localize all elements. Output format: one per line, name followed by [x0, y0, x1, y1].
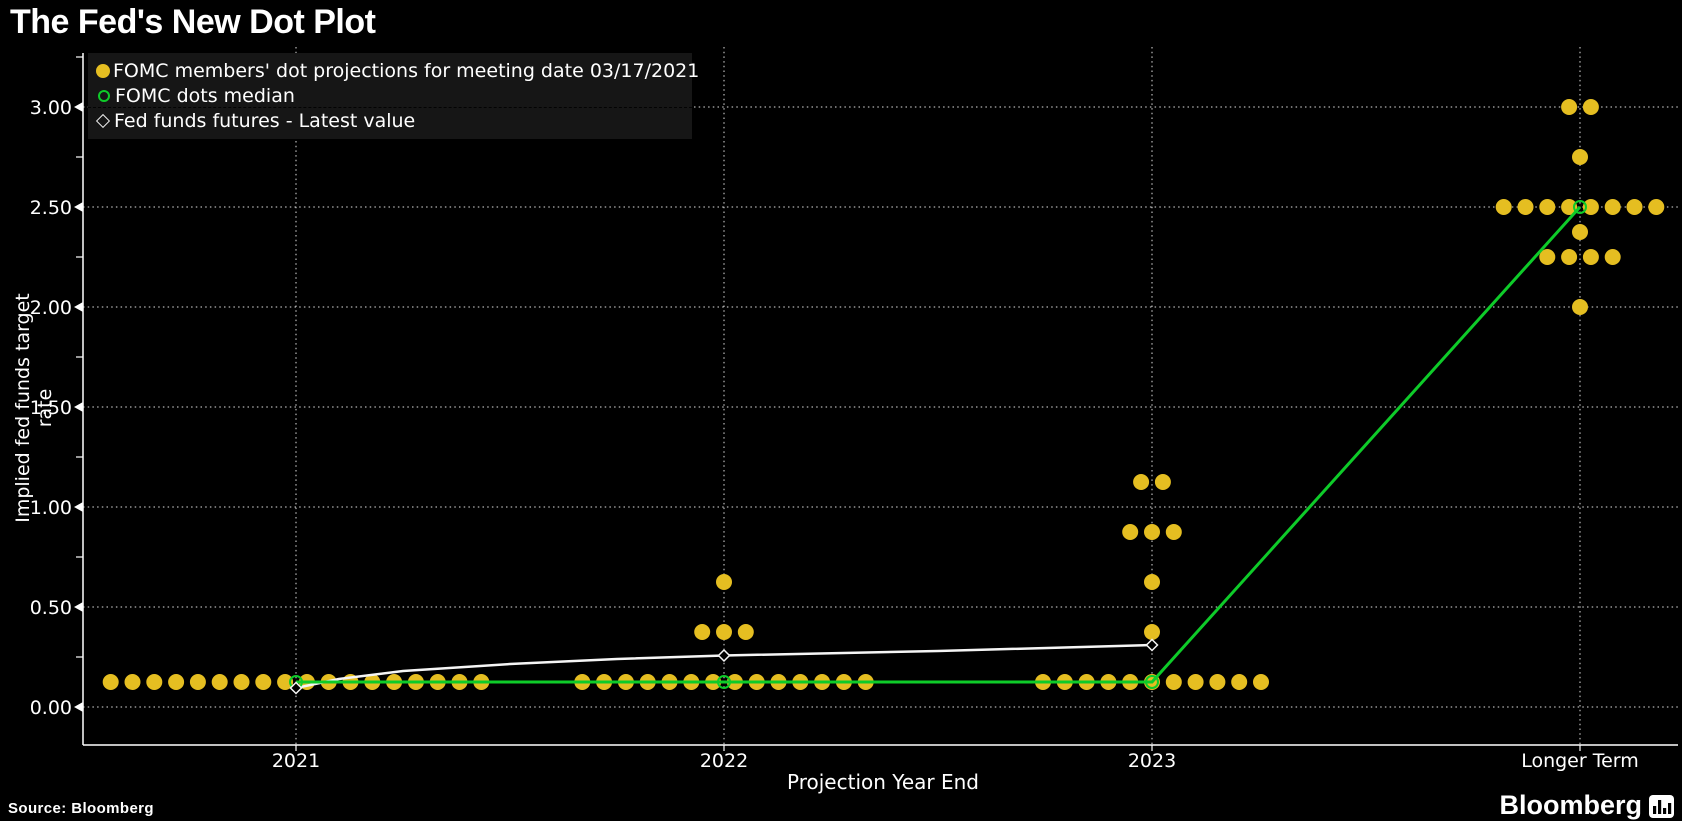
- fomc-dot: [1561, 249, 1578, 265]
- y-tick-label: 2.00: [30, 297, 72, 319]
- fomc-dot: [1582, 249, 1599, 265]
- futures-line: [295, 643, 1153, 690]
- fomc-dot: [1648, 199, 1665, 215]
- fomc-dot: [211, 674, 228, 690]
- y-tick-label: 1.00: [30, 497, 72, 519]
- y-tick-label: 2.50: [30, 197, 72, 219]
- y-tick-label: 0.50: [30, 597, 72, 619]
- gridline-over-legend: [88, 107, 692, 108]
- fomc-dot: [1572, 224, 1588, 240]
- open-circle-icon: [98, 89, 110, 102]
- legend-item-label: FOMC members' dot projections for meetin…: [113, 59, 700, 82]
- fomc-dot: [1626, 199, 1643, 215]
- x-tick-label: Longer Term: [1521, 750, 1639, 772]
- fomc-dot: [1604, 249, 1621, 265]
- median-line: [296, 205, 1582, 684]
- legend-item-dots: FOMC members' dot projections for meetin…: [96, 58, 699, 83]
- fomc-dot: [124, 674, 141, 690]
- y-tick-arrow: [74, 602, 83, 612]
- fomc-dot: [255, 674, 272, 690]
- bloomberg-logo: Bloomberg: [1499, 790, 1674, 821]
- y-tick-label: 0.00: [30, 697, 72, 719]
- futures-marker: [717, 648, 731, 663]
- legend-item-median: FOMC dots median: [96, 83, 692, 108]
- fomc-dot: [1604, 199, 1621, 215]
- fomc-dot: [716, 574, 732, 590]
- y-tick-arrow: [74, 402, 83, 412]
- fomc-dot: [1572, 149, 1588, 165]
- futures-marker: [1145, 638, 1159, 652]
- fomc-dot: [1165, 674, 1182, 690]
- x-tick-label: 2021: [272, 750, 320, 772]
- fomc-dot: [1231, 674, 1248, 690]
- fomc-dot: [1539, 249, 1556, 265]
- fomc-dot: [189, 674, 206, 690]
- legend-item-futures: Fed funds futures - Latest value: [95, 108, 692, 133]
- fomc-dot: [1517, 199, 1534, 215]
- bloomberg-wordmark: Bloomberg: [1499, 790, 1642, 820]
- y-tick-arrow: [74, 202, 83, 212]
- bar-chart-icon: [1649, 795, 1674, 818]
- fomc-dot: [1133, 474, 1150, 490]
- fomc-dot: [1539, 199, 1556, 215]
- fomc-dot: [1582, 199, 1599, 215]
- fomc-dot: [737, 624, 754, 640]
- y-tick-arrow: [74, 502, 83, 512]
- y-tick-label: 1.50: [30, 397, 72, 419]
- fomc-dot: [1144, 624, 1160, 640]
- x-tick-label: 2022: [700, 750, 748, 772]
- y-tick-arrow: [74, 302, 83, 312]
- fomc-dot: [277, 674, 294, 690]
- median-marker: [1145, 675, 1159, 689]
- fomc-dot: [1561, 199, 1578, 215]
- median-marker: [717, 675, 731, 689]
- y-tick-arrow: [74, 702, 83, 712]
- fomc-dot: [168, 674, 185, 690]
- fomc-dot: [694, 624, 711, 640]
- fomc-dot: [1154, 474, 1171, 490]
- fomc-dot: [1187, 674, 1204, 690]
- futures-marker: [289, 681, 303, 695]
- fomc-dot: [1572, 299, 1588, 315]
- fomc-dot: [146, 674, 163, 690]
- fomc-dot: [1561, 99, 1578, 115]
- legend-item-label: Fed funds futures - Latest value: [114, 109, 416, 132]
- fomc-dot: [716, 624, 732, 640]
- fomc-dot: [1209, 674, 1226, 690]
- x-axis-title: Projection Year End: [787, 770, 979, 794]
- fomc-dot: [1165, 524, 1182, 540]
- y-axis-title: Implied fed funds target rate: [12, 293, 56, 523]
- fomc-dot: [1495, 199, 1512, 215]
- x-tick-label: 2023: [1128, 750, 1176, 772]
- fomc-dot: [1253, 674, 1269, 690]
- filled-circle-icon: [96, 63, 110, 78]
- fomc-dot: [1122, 524, 1139, 540]
- fomc-dot: [233, 674, 250, 690]
- median-marker: [1573, 200, 1587, 214]
- y-tick-arrow: [74, 102, 83, 112]
- y-tick-label: 3.00: [30, 97, 72, 119]
- open-diamond-icon: [95, 113, 111, 128]
- fomc-dot: [1144, 574, 1160, 590]
- source-label: Source: Bloomberg: [8, 800, 154, 817]
- fomc-dot: [102, 674, 119, 690]
- page-title: The Fed's New Dot Plot: [10, 3, 376, 41]
- fomc-dot: [1582, 99, 1599, 115]
- fomc-dot: [1144, 524, 1160, 540]
- legend-item-label: FOMC dots median: [115, 84, 295, 107]
- chart-legend: FOMC members' dot projections for meetin…: [88, 53, 699, 139]
